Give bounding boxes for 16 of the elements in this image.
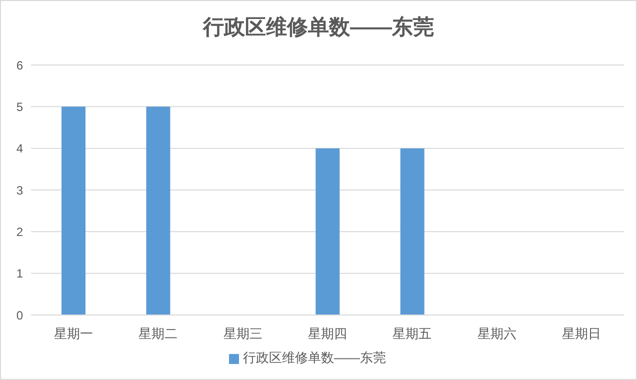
- x-tick-label: 星期三: [223, 326, 262, 342]
- x-tick-label: 星期四: [308, 326, 347, 342]
- y-tick-label: 3: [16, 183, 24, 198]
- x-tick-label: 星期一: [54, 326, 93, 342]
- legend-label: 行政区维修单数——东莞: [243, 350, 386, 365]
- x-tick-label: 星期二: [138, 326, 178, 342]
- y-tick-label: 1: [16, 266, 24, 281]
- x-tick-label: 星期六: [477, 326, 516, 342]
- y-tick-label: 5: [16, 100, 24, 114]
- y-tick-label: 0: [16, 308, 24, 322]
- x-tick-label: 星期日: [562, 326, 602, 342]
- y-tick-label: 4: [16, 142, 24, 156]
- chart-title: 行政区维修单数——东莞: [202, 14, 435, 41]
- x-tick-label: 星期五: [392, 326, 432, 342]
- y-tick-label: 2: [16, 224, 24, 239]
- y-tick-label: 6: [16, 58, 24, 72]
